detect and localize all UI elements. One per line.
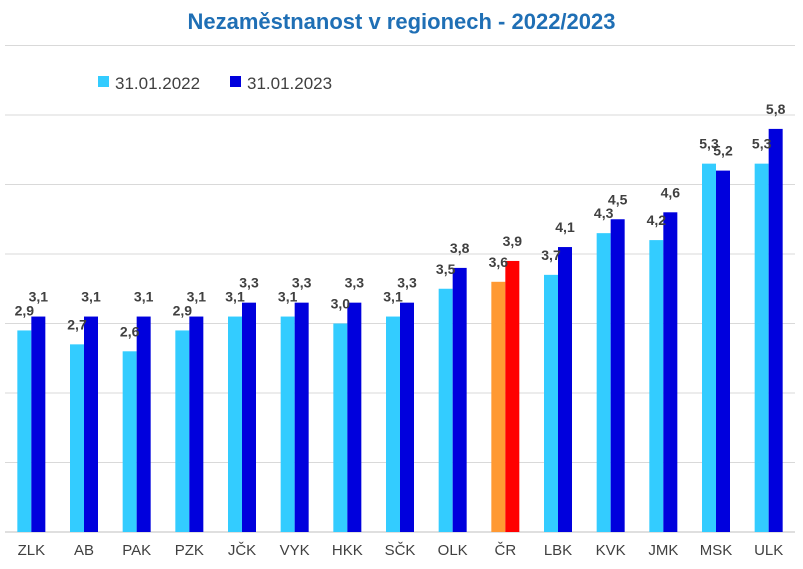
- x-tick-label: KVK: [596, 542, 626, 559]
- bar-AB-1: [70, 344, 84, 532]
- bar-PAK-2: [136, 316, 151, 532]
- data-label: 2,7: [67, 316, 87, 332]
- data-label: 3,3: [345, 275, 365, 291]
- x-tick-label: PAK: [122, 542, 151, 559]
- bar-ČR-1: [491, 281, 506, 532]
- bar-SČK-1: [386, 316, 400, 532]
- legend-label: 31.01.2023: [247, 74, 332, 93]
- x-tick-label: LBK: [544, 542, 572, 559]
- data-label: 3,1: [81, 289, 101, 305]
- bar-KVK-1: [596, 233, 611, 532]
- data-label: 3,1: [383, 289, 403, 305]
- x-tick-label: MSK: [700, 542, 733, 559]
- bar-MSK-2: [716, 170, 730, 532]
- x-tick-label: ČR: [494, 542, 516, 559]
- bar-LBK-2: [558, 247, 572, 533]
- bar-PZK-2: [189, 316, 204, 532]
- bar-VYK-1: [280, 316, 295, 532]
- bar-PZK-1: [175, 330, 190, 532]
- data-label: 5,3: [752, 136, 772, 152]
- bar-HKK-1: [333, 323, 348, 532]
- data-label: 3,3: [397, 275, 417, 291]
- data-label: 4,3: [594, 205, 614, 221]
- bar-OLK-2: [452, 267, 467, 532]
- bar-ZLK-1: [17, 330, 32, 532]
- data-label: 2,9: [15, 302, 35, 318]
- bar-KVK-2: [610, 219, 625, 532]
- bar-ČR-2: [505, 260, 520, 532]
- data-label: 3,1: [29, 289, 49, 305]
- data-label: 3,3: [239, 275, 259, 291]
- legend-label: 31.01.2022: [115, 74, 200, 93]
- legend-swatch: [230, 76, 241, 87]
- x-tick-label: OLK: [438, 542, 468, 559]
- bar-MSK-1: [702, 163, 716, 532]
- data-label: 4,5: [608, 191, 628, 207]
- x-tick-label: ULK: [754, 542, 783, 559]
- data-label: 5,8: [766, 101, 786, 117]
- data-label: 3,3: [292, 275, 312, 291]
- x-tick-label: ZLK: [18, 542, 46, 559]
- x-tick-label: AB: [74, 542, 94, 559]
- data-label: 2,6: [120, 323, 140, 339]
- data-label: 3,1: [134, 289, 154, 305]
- bar-PAK-1: [122, 351, 137, 532]
- data-label: 3,9: [503, 233, 523, 249]
- x-tick-label: VYK: [280, 542, 310, 559]
- bar-AB-2: [84, 316, 98, 532]
- legend: 31.01.2022 31.01.2023: [98, 74, 332, 93]
- data-label: 5,2: [713, 143, 733, 159]
- x-tick-label: PZK: [175, 542, 204, 559]
- legend-swatch: [98, 76, 109, 87]
- data-label: 3,7: [541, 247, 561, 263]
- bar-OLK-1: [438, 288, 453, 532]
- data-label: 3,0: [331, 296, 351, 312]
- data-label: 4,2: [647, 212, 667, 228]
- data-label: 3,1: [187, 289, 207, 305]
- bar-JMK-2: [663, 212, 678, 533]
- bar-JČK-1: [228, 316, 242, 532]
- x-axis-labels: ZLK AB PAK PZK JČK VYK HKK SČK OLK ČR LBK KVK JMK MSK…: [18, 542, 784, 559]
- bar-ZLK-2: [31, 316, 46, 532]
- data-labels: 2,93,12,73,12,63,12,93,1 3,13,33,13,33,03…: [15, 101, 786, 339]
- data-label: 3,5: [436, 261, 456, 277]
- bar-VYK-2: [294, 302, 309, 532]
- bar-ULK-2: [768, 128, 783, 532]
- bar-HKK-2: [347, 302, 362, 532]
- data-label: 4,1: [555, 219, 575, 235]
- bars: [17, 128, 783, 533]
- data-label: 3,6: [489, 254, 509, 270]
- bar-JČK-2: [242, 302, 256, 532]
- x-tick-label: SČK: [385, 542, 416, 559]
- data-label: 3,1: [278, 289, 298, 305]
- data-label: 4,6: [661, 184, 681, 200]
- x-tick-label: HKK: [332, 542, 363, 559]
- chart-title: Nezaměstnanost v regionech - 2022/2023: [187, 9, 616, 34]
- bar-LBK-1: [544, 274, 558, 532]
- x-tick-label: JMK: [648, 542, 678, 559]
- data-label: 3,1: [225, 289, 245, 305]
- data-label: 5,3: [699, 136, 719, 152]
- bar-JMK-1: [649, 240, 664, 532]
- data-label: 3,8: [450, 240, 470, 256]
- bar-ULK-1: [754, 163, 769, 532]
- bar-SČK-2: [400, 302, 414, 532]
- x-tick-label: JČK: [228, 542, 256, 559]
- data-label: 2,9: [173, 302, 193, 318]
